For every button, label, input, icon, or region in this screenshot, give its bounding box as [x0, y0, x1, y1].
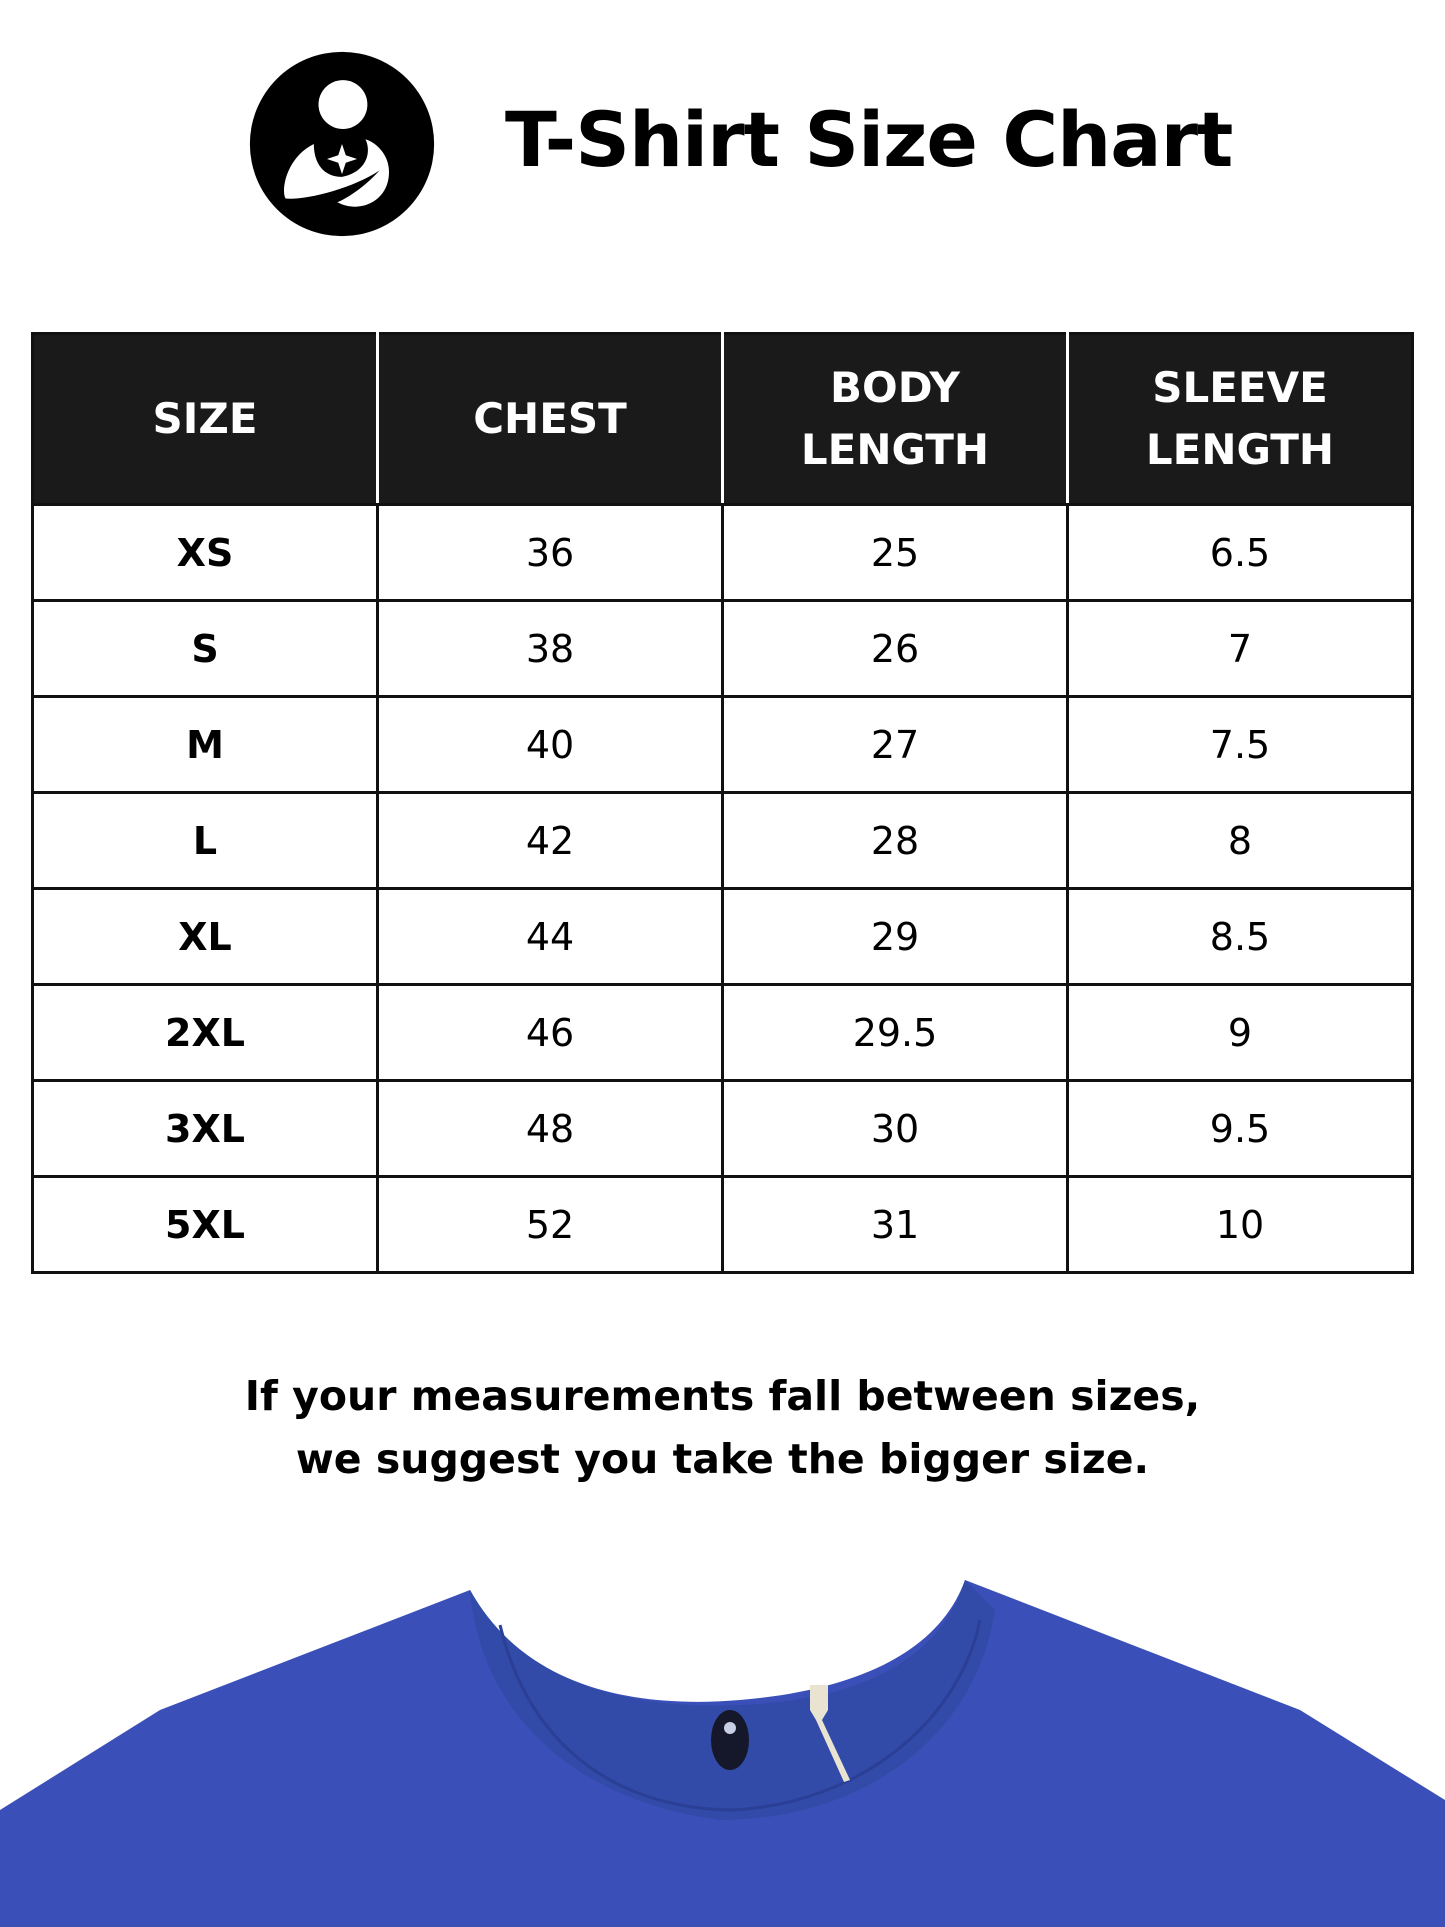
measurement-cell: 8	[1066, 791, 1414, 890]
size-chart-table: SIZE CHEST BODY LENGTH SLEEVE LENGTH XS 36 25 6.…	[31, 332, 1414, 1274]
column-header-line: LENGTH	[1145, 425, 1335, 474]
measurement-cell: 6.5	[1066, 503, 1414, 602]
column-header-line: CHEST	[473, 394, 627, 443]
column-header: CHEST	[376, 332, 724, 506]
measurement-cell: 38	[376, 599, 724, 698]
size-cell: S	[31, 599, 379, 698]
size-cell: M	[31, 695, 379, 794]
table-row: 5XL 52 31 10	[31, 1175, 1414, 1274]
measurement-cell: 44	[376, 887, 724, 986]
measurement-cell: 30	[721, 1079, 1069, 1178]
measurement-cell: 29.5	[721, 983, 1069, 1082]
column-header: SLEEVE LENGTH	[1066, 332, 1414, 506]
page-title: T-Shirt Size Chart	[505, 95, 1233, 184]
column-header: SIZE	[31, 332, 379, 506]
table-row: 3XL 48 30 9.5	[31, 1079, 1414, 1178]
measurement-cell: 27	[721, 695, 1069, 794]
size-cell: XL	[31, 887, 379, 986]
measurement-cell: 52	[376, 1175, 724, 1274]
column-header-line: LENGTH	[800, 425, 990, 474]
size-cell: L	[31, 791, 379, 890]
table-row: S 38 26 7	[31, 599, 1414, 698]
table-row: 2XL 46 29.5 9	[31, 983, 1414, 1082]
size-advice-note: If your measurements fall between sizes,…	[0, 1365, 1445, 1491]
measurement-cell: 42	[376, 791, 724, 890]
measurement-cell: 9	[1066, 983, 1414, 1082]
column-header-line: SIZE	[152, 394, 258, 443]
measurement-cell: 8.5	[1066, 887, 1414, 986]
measurement-cell: 25	[721, 503, 1069, 602]
table-row: XL 44 29 8.5	[31, 887, 1414, 986]
tshirt-photo	[0, 1580, 1445, 1927]
note-line-1: If your measurements fall between sizes,	[244, 1372, 1201, 1420]
measurement-cell: 9.5	[1066, 1079, 1414, 1178]
measurement-cell: 7	[1066, 599, 1414, 698]
table-header-row: SIZE CHEST BODY LENGTH SLEEVE LENGTH	[31, 332, 1414, 506]
size-cell: 3XL	[31, 1079, 379, 1178]
table-row: L 42 28 8	[31, 791, 1414, 890]
mother-child-logo-icon	[249, 51, 435, 237]
table-row: XS 36 25 6.5	[31, 503, 1414, 602]
measurement-cell: 46	[376, 983, 724, 1082]
measurement-cell: 29	[721, 887, 1069, 986]
column-header-line: BODY	[830, 363, 960, 412]
size-cell: XS	[31, 503, 379, 602]
size-cell: 2XL	[31, 983, 379, 1082]
measurement-cell: 7.5	[1066, 695, 1414, 794]
column-header: BODY LENGTH	[721, 332, 1069, 506]
note-line-2: we suggest you take the bigger size.	[295, 1435, 1150, 1483]
measurement-cell: 28	[721, 791, 1069, 890]
measurement-cell: 31	[721, 1175, 1069, 1274]
measurement-cell: 40	[376, 695, 724, 794]
size-cell: 5XL	[31, 1175, 379, 1274]
table-row: M 40 27 7.5	[31, 695, 1414, 794]
measurement-cell: 36	[376, 503, 724, 602]
column-header-line: SLEEVE	[1152, 363, 1328, 412]
measurement-cell: 48	[376, 1079, 724, 1178]
measurement-cell: 26	[721, 599, 1069, 698]
measurement-cell: 10	[1066, 1175, 1414, 1274]
